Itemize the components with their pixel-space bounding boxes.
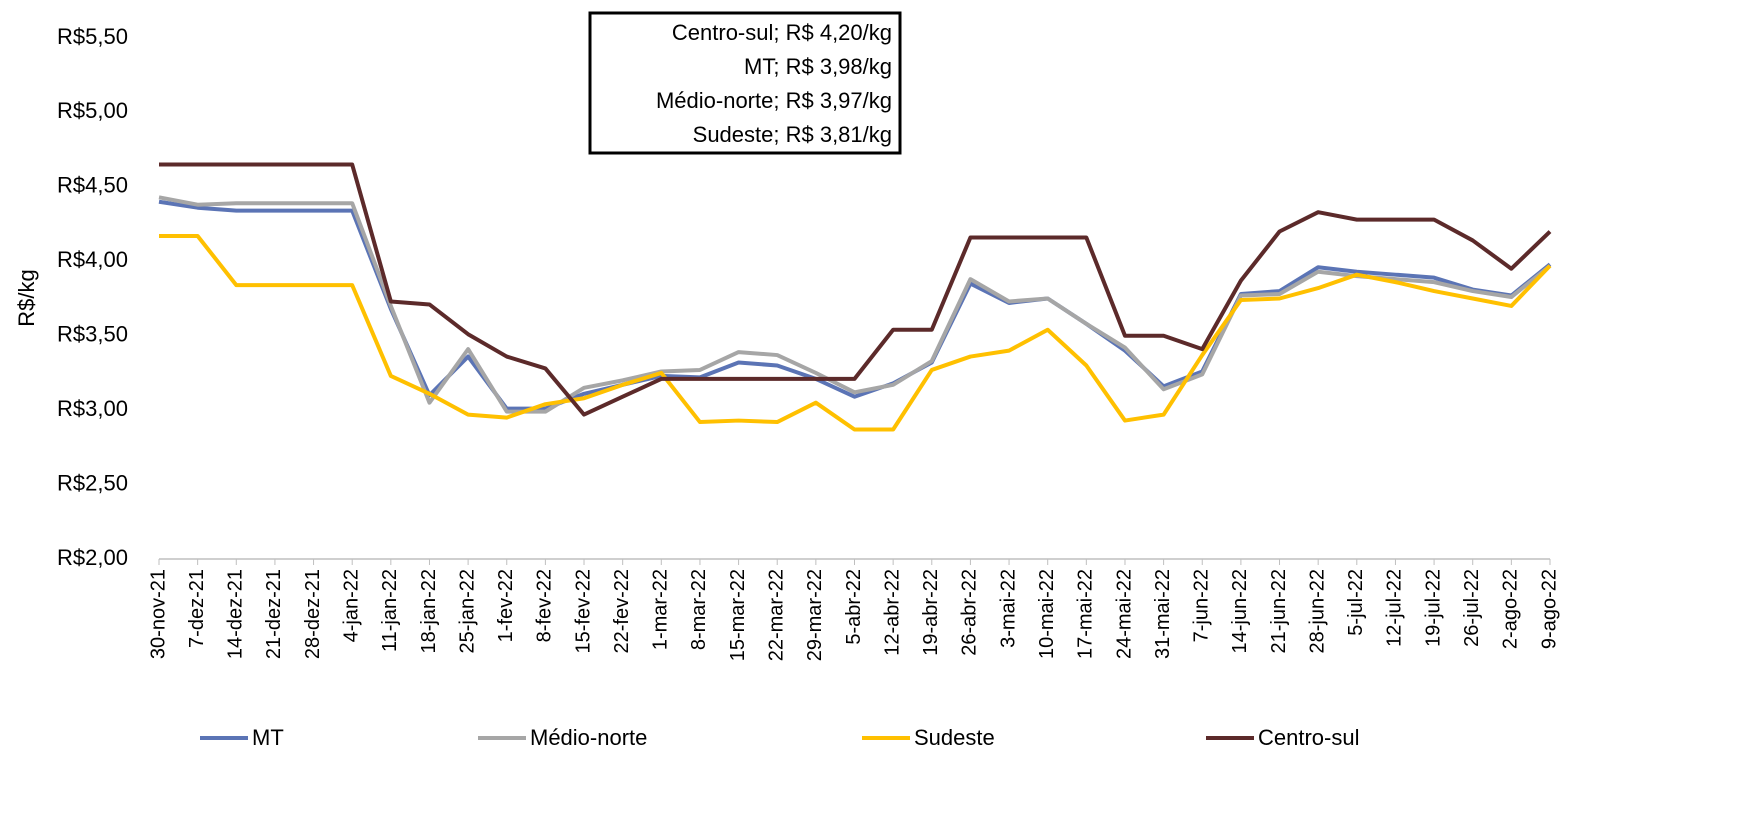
y-tick-label: R$4,00	[57, 247, 128, 272]
x-tick-label: 5-abr-22	[843, 569, 865, 645]
y-tick-label: R$2,00	[57, 545, 128, 570]
x-tick-label: 21-jun-22	[1268, 569, 1290, 654]
legend-label: Centro-sul	[1258, 725, 1359, 750]
y-tick-label: R$3,00	[57, 396, 128, 421]
x-tick-label: 7-jun-22	[1191, 569, 1213, 642]
y-tick-label: R$4,50	[57, 173, 128, 198]
annotation-box	[588, 11, 902, 155]
x-tick-label: 30-nov-21	[147, 569, 169, 659]
legend-label: MT	[252, 725, 284, 750]
x-tick-label: 8-mar-22	[688, 569, 710, 650]
x-tick-label: 8-fev-22	[534, 569, 556, 642]
x-tick-label: 15-fev-22	[572, 569, 594, 654]
series-line	[158, 195, 1552, 414]
x-tick-label: 11-jan-22	[379, 569, 401, 652]
annotation: Centro-sul; R$ 4,20/kg	[672, 20, 892, 45]
x-tick-label: 1-mar-22	[650, 569, 672, 650]
x-tick-label: 12-jul-22	[1384, 569, 1406, 647]
x-tick-label: 2-ago-22	[1500, 569, 1522, 649]
x-tick-label: 7-dez-21	[186, 569, 208, 648]
x-tick-label: 17-mai-22	[1075, 569, 1097, 659]
x-tick-label: 18-jan-22	[418, 569, 440, 654]
annotation: MT; R$ 3,98/kg	[744, 54, 892, 79]
x-tick-label: 28-dez-21	[302, 569, 324, 659]
y-tick-label: R$5,50	[57, 24, 128, 49]
y-tick-label: R$3,50	[57, 322, 128, 347]
annotation: Médio-norte; R$ 3,97/kg	[656, 88, 892, 113]
x-tick-label: 14-jun-22	[1229, 569, 1251, 654]
x-tick-label: 22-fev-22	[611, 569, 633, 654]
x-tick-label: 21-dez-21	[263, 569, 285, 659]
x-tick-label: 3-mai-22	[997, 569, 1019, 648]
y-axis-title: R$/kg	[14, 269, 39, 326]
annotation: Sudeste; R$ 3,81/kg	[693, 122, 892, 147]
x-tick-label: 15-mar-22	[727, 569, 749, 661]
series-line	[159, 233, 1552, 432]
x-tick-label: 19-jul-22	[1422, 569, 1444, 647]
x-tick-label: 31-mai-22	[1152, 569, 1174, 659]
x-tick-label: 4-jan-22	[340, 569, 362, 642]
y-tick-label: R$2,50	[57, 470, 128, 495]
series-line	[159, 162, 1552, 417]
x-tick-label: 26-abr-22	[959, 569, 981, 656]
y-tick-label: R$5,00	[57, 98, 128, 123]
x-tick-label: 14-dez-21	[225, 569, 247, 659]
legend-label: Médio-norte	[530, 725, 647, 750]
x-tick-label: 25-jan-22	[456, 569, 478, 654]
x-tick-label: 19-abr-22	[920, 569, 942, 656]
x-tick-label: 5-jul-22	[1345, 569, 1367, 636]
x-tick-label: 12-abr-22	[881, 569, 903, 656]
x-tick-label: 26-jul-22	[1461, 569, 1483, 647]
x-tick-label: 28-jun-22	[1306, 569, 1328, 654]
x-tick-label: 10-mai-22	[1036, 569, 1058, 659]
x-tick-label: 1-fev-22	[495, 569, 517, 642]
x-tick-label: 9-ago-22	[1538, 569, 1560, 649]
x-tick-label: 29-mar-22	[804, 569, 826, 661]
legend-label: Sudeste	[914, 725, 995, 750]
x-tick-label: 24-mai-22	[1113, 569, 1135, 659]
x-tick-label: 22-mar-22	[766, 569, 788, 661]
